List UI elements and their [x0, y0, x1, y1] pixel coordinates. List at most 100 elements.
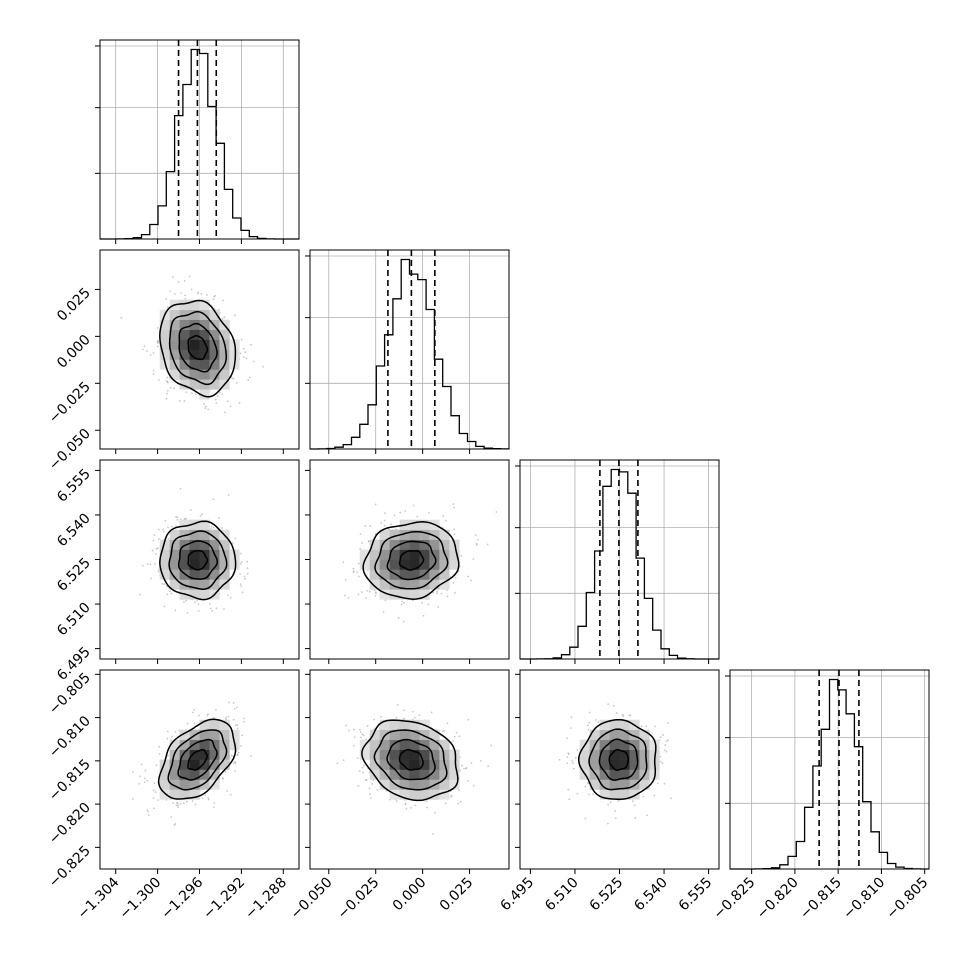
- scatter-point: [157, 528, 160, 531]
- density-cell: [209, 529, 220, 540]
- density-cell: [609, 739, 620, 750]
- scatter-point: [149, 563, 152, 566]
- scatter-point: [196, 599, 199, 602]
- scatter-point: [210, 525, 213, 528]
- scatter-point: [249, 343, 252, 346]
- scatter-point: [179, 487, 182, 490]
- scatter-point: [218, 517, 220, 519]
- scatter-point: [465, 766, 468, 769]
- contour-0: [187, 549, 209, 571]
- scatter-point: [190, 392, 193, 394]
- scatter-point: [234, 537, 237, 540]
- scatter-point: [573, 767, 575, 770]
- density-cell: [429, 729, 440, 740]
- scatter-point: [466, 575, 469, 578]
- scatter-point: [212, 716, 215, 719]
- scatter-point: [425, 800, 428, 803]
- scatter-point: [659, 736, 662, 739]
- density-cell: [429, 739, 440, 750]
- scatter-point: [204, 794, 207, 797]
- x-tick-label-1-3: 0.025: [437, 875, 477, 915]
- density-cell: [389, 739, 400, 750]
- scatter-point: [184, 294, 186, 297]
- density-cell: [159, 549, 170, 560]
- density-cell: [379, 719, 390, 730]
- density-cell: [429, 579, 440, 590]
- scatter-point: [645, 725, 648, 728]
- density-cell: [169, 559, 180, 570]
- scatter-point: [437, 606, 440, 608]
- scatter-point: [243, 575, 246, 578]
- scatter-point: [120, 316, 123, 319]
- panel-2d-3-1: [336, 703, 492, 835]
- density-cell: [179, 369, 190, 380]
- scatter-point: [357, 593, 360, 596]
- scatter-point: [222, 299, 225, 302]
- density-cell: [199, 319, 210, 330]
- scatter-point: [470, 579, 472, 582]
- density-cell: [359, 549, 370, 560]
- density-cell: [589, 729, 600, 740]
- scatter-point: [171, 276, 174, 279]
- density-cell: [189, 589, 200, 600]
- scatter-point: [150, 577, 153, 580]
- density-cell: [619, 719, 630, 730]
- scatter-point: [242, 355, 245, 358]
- density-cell: [229, 559, 240, 570]
- density-cell: [389, 589, 400, 600]
- scatter-point: [376, 788, 379, 791]
- density-cell: [399, 719, 410, 730]
- density-cell: [609, 749, 620, 760]
- scatter-point: [495, 511, 498, 513]
- scatter-point: [162, 528, 164, 531]
- scatter-point: [226, 790, 229, 792]
- density-cell: [209, 309, 220, 320]
- density-cell: [199, 329, 210, 340]
- scatter-point: [470, 762, 473, 765]
- scatter-point: [231, 377, 234, 380]
- scatter-point: [486, 543, 489, 546]
- density-cell: [409, 519, 420, 530]
- scatter-point: [171, 525, 173, 528]
- density-cell: [189, 779, 200, 790]
- density-cell: [379, 579, 390, 590]
- density-cell: [619, 729, 630, 740]
- x-tick-label-3-0: −0.825: [711, 875, 759, 923]
- scatter-point: [361, 542, 363, 544]
- scatter-point: [455, 731, 458, 734]
- scatter-point: [201, 797, 204, 800]
- scatter-point: [185, 599, 187, 602]
- density-cell: [609, 779, 620, 790]
- scatter-point: [166, 381, 169, 383]
- density-cell: [209, 729, 220, 740]
- density-cell: [219, 539, 230, 550]
- density-cell: [159, 779, 170, 790]
- scatter-point: [463, 767, 465, 770]
- scatter-point: [197, 609, 200, 612]
- scatter-point: [642, 795, 645, 798]
- scatter-point: [234, 724, 237, 727]
- scatter-point: [356, 757, 359, 759]
- density-cell: [199, 769, 210, 780]
- density-cell: [439, 569, 450, 580]
- density-cell: [369, 569, 380, 580]
- scatter-point: [163, 583, 166, 586]
- scatter-point: [371, 783, 374, 785]
- density-cell: [169, 579, 180, 590]
- scatter-point: [180, 292, 183, 294]
- scatter-point: [200, 513, 203, 516]
- scatter-point: [166, 389, 169, 392]
- density-cell: [189, 309, 200, 320]
- density-cell: [179, 739, 190, 750]
- density-cell: [429, 539, 440, 550]
- density-cell: [169, 769, 180, 780]
- scatter-point: [221, 527, 223, 529]
- scatter-point: [450, 795, 453, 798]
- density-cell: [419, 539, 430, 550]
- scatter-point: [169, 387, 172, 389]
- density-cell: [189, 519, 200, 530]
- density-cell: [189, 329, 200, 340]
- density-cell: [179, 789, 190, 800]
- scatter-point: [458, 789, 461, 792]
- scatter-point: [162, 530, 165, 533]
